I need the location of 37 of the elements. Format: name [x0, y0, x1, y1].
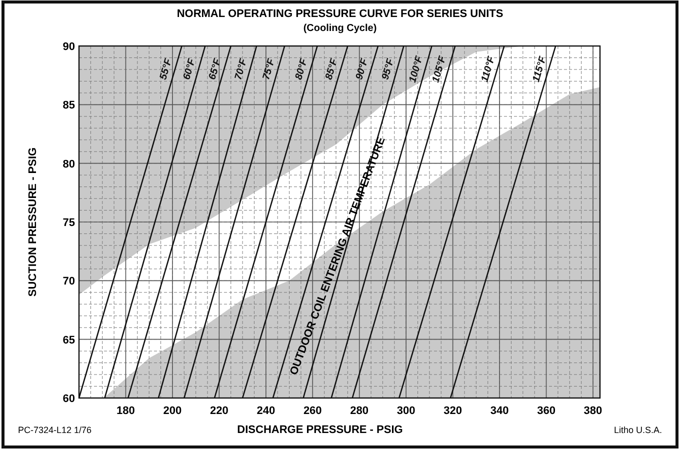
text: 65°F: [207, 56, 224, 82]
text: 70°F: [233, 56, 250, 82]
x-tick-label: 360: [537, 405, 556, 417]
x-tick-label: 180: [116, 405, 135, 417]
text: 110°F: [480, 54, 498, 84]
y-tick-label: 60: [62, 393, 75, 405]
x-tick-label: 320: [444, 405, 462, 417]
x-tick-label: 280: [350, 405, 369, 417]
y-tick-label: 85: [62, 100, 75, 112]
x-tick-label: 200: [163, 405, 182, 417]
x-axis-title: DISCHARGE PRESSURE - PSIG: [237, 424, 403, 436]
y-tick-label: 75: [62, 217, 75, 229]
text: Litho U.S.A.: [614, 425, 662, 435]
y-tick-label: 65: [62, 334, 75, 346]
text: 60°F: [182, 56, 198, 82]
x-tick-label: 240: [256, 405, 276, 417]
text: 75°F: [261, 56, 278, 82]
y-axis-title: SUCTION PRESSURE - PSIG: [27, 147, 39, 297]
x-tick-label: 380: [584, 405, 602, 417]
x-tick-label: 340: [490, 405, 509, 417]
text: PC-7324-L12 1/76: [18, 425, 92, 435]
y-tick-label: 80: [62, 158, 75, 170]
text: 95°F: [380, 56, 397, 82]
text: 90°F: [354, 56, 371, 82]
text: 85°F: [324, 56, 341, 82]
text: 105°F: [430, 54, 449, 84]
y-tick-label: 70: [62, 276, 75, 288]
text: 100°F: [407, 54, 426, 84]
text: 80°F: [294, 56, 310, 82]
chart-title: NORMAL OPERATING PRESSURE CURVE FOR SERIES UNITS: [176, 8, 504, 20]
x-tick-label: 220: [210, 405, 228, 417]
x-tick-label: 300: [396, 405, 416, 417]
y-tick-label: 90: [62, 41, 75, 53]
text: 55°F: [158, 56, 175, 82]
text: 115°F: [530, 54, 550, 84]
chart-subtitle: (Cooling Cycle): [303, 23, 377, 34]
x-tick-label: 260: [303, 405, 322, 417]
